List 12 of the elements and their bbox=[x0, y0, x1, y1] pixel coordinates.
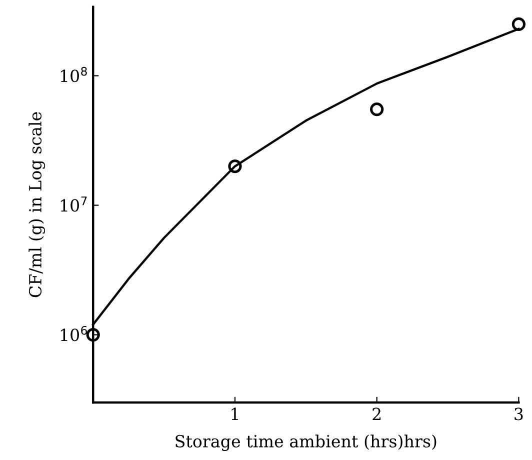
y-tick-label: 10$^{8}$ bbox=[60, 66, 87, 82]
y-axis-title: CF/ml (g) in Log scale bbox=[28, 112, 46, 298]
x-tick-label: 3 bbox=[514, 408, 523, 420]
x-tick-label: 2 bbox=[372, 408, 380, 420]
x-axis-title: Storage time ambient (hrs)hrs) bbox=[176, 434, 436, 451]
point bbox=[370, 102, 384, 116]
y-tick-label: 10$^{7}$ bbox=[60, 196, 87, 212]
x-tick-label: 1 bbox=[232, 408, 238, 420]
point bbox=[228, 159, 242, 174]
point bbox=[86, 328, 100, 342]
y-tick-label: 10$^{6}$ bbox=[60, 326, 87, 342]
point bbox=[512, 17, 526, 31]
